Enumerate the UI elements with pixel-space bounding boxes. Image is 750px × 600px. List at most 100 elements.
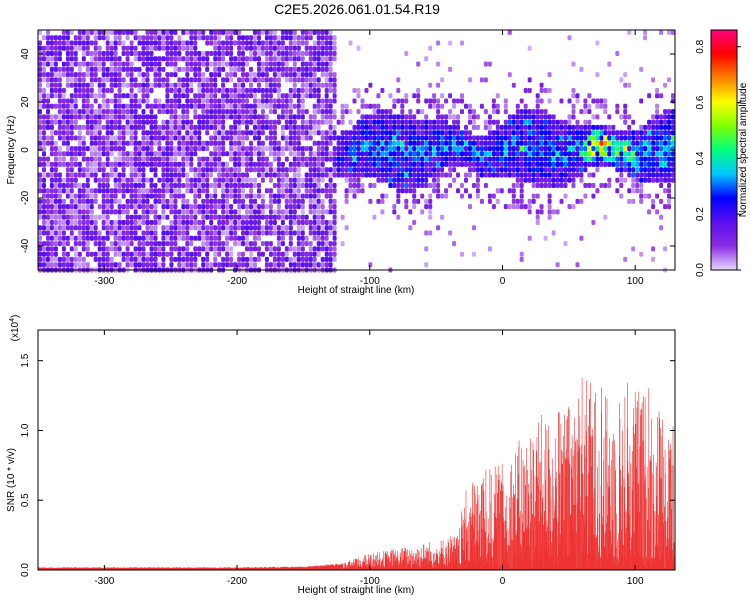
spectrogram-cell: [81, 146, 86, 152]
spectrogram-cell: [296, 146, 301, 152]
spectrogram-cell: [89, 193, 94, 199]
spectrogram-cell: [412, 172, 417, 178]
spectrogram-cell: [456, 161, 460, 167]
spectrogram-cell: [519, 135, 524, 141]
spectrogram-cell: [555, 151, 560, 157]
spectrogram-cell: [392, 183, 397, 188]
spectrogram-cell: [643, 35, 648, 41]
spectrogram-cell: [46, 93, 50, 99]
spectrogram-cell: [607, 135, 612, 141]
spectrogram-cell: [97, 114, 102, 120]
spectrogram-cell: [209, 161, 214, 167]
spectrogram-cell: [229, 130, 234, 136]
spectrogram-cell: [328, 98, 333, 104]
spectrogram-cell: [249, 82, 253, 88]
spectrogram-cell: [300, 225, 305, 231]
spectrogram-cell: [141, 146, 146, 152]
spectrogram-cell: [93, 109, 98, 115]
spectrogram-cell: [237, 77, 242, 83]
spectrogram-cell: [527, 77, 532, 83]
spectrogram-cell: [165, 188, 170, 194]
spectrogram-cell: [221, 172, 226, 178]
spectrogram-cell: [109, 51, 114, 56]
spectrogram-cell: [53, 61, 58, 67]
spectrogram-cell: [165, 135, 170, 141]
spectrogram-cell: [260, 198, 265, 204]
spectrogram-cell: [436, 225, 441, 231]
spectrogram-cell: [89, 61, 94, 67]
spectrogram-cell: [611, 135, 616, 141]
spectrogram-cell: [85, 35, 90, 41]
spectrogram-cell: [312, 214, 317, 220]
spectrogram-cell: [161, 156, 166, 162]
spectrogram-cell: [499, 172, 504, 178]
spectrogram-cell: [225, 204, 230, 210]
spectrogram-cell: [527, 161, 532, 167]
spectrogram-cell: [137, 156, 142, 162]
spectrogram-cell: [268, 130, 273, 136]
spectrogram-cell: [563, 172, 568, 178]
spectrogram-cell: [607, 61, 612, 67]
spectrogram-cell: [316, 146, 321, 152]
spectrogram-cell: [141, 93, 146, 99]
spectrogram-cell: [515, 109, 520, 115]
spectrogram-cell: [81, 209, 86, 215]
spectrogram-cell: [611, 146, 616, 152]
spectrogram-cell: [328, 29, 333, 35]
spectrogram-cell: [129, 140, 134, 146]
spectrogram-cell: [535, 109, 540, 115]
spectrogram-cell: [420, 209, 425, 215]
spectrogram-cell: [424, 124, 429, 130]
spectrogram-cell: [539, 167, 544, 173]
spectrogram-cell: [49, 66, 54, 72]
spectrogram-cell: [448, 93, 453, 99]
spectrogram-cell: [185, 241, 190, 247]
spectrogram-cell: [599, 151, 604, 157]
spectrogram-cell: [257, 251, 261, 257]
spectrogram-cell: [647, 119, 652, 125]
spectrogram-cell: [141, 114, 146, 120]
spectrogram-cell: [173, 88, 178, 93]
spectrogram-cell: [531, 177, 536, 183]
spectrogram-cell: [77, 193, 82, 199]
spectrogram-cell: [348, 109, 353, 115]
spectrogram-cell: [296, 241, 301, 247]
spectrogram-cell: [81, 45, 86, 51]
spectrogram-cell: [149, 29, 154, 35]
spectrogram-cell: [595, 124, 600, 130]
spectrogram-cell: [519, 177, 524, 183]
spectrogram-cell: [380, 140, 385, 146]
spectrogram-cell: [336, 140, 341, 146]
spectrogram-cell: [392, 114, 397, 120]
spectrogram-cell: [260, 98, 265, 104]
spectrogram-cell: [284, 56, 289, 62]
spectrogram-cell: [125, 209, 130, 215]
spectrogram-cell: [404, 204, 409, 210]
spectrogram-cell: [129, 177, 134, 183]
spectrogram-cell: [531, 146, 536, 152]
spectrogram-cell: [444, 98, 449, 104]
spectrogram-cell: [169, 235, 174, 241]
spectrogram-cell: [424, 172, 429, 178]
spectrogram-cell: [264, 66, 269, 72]
spectrogram-cell: [241, 35, 245, 41]
spectrogram-cell: [559, 177, 564, 183]
spectrogram-cell: [257, 135, 261, 141]
spectrogram-cell: [284, 98, 289, 104]
spectrogram-cell: [89, 124, 94, 130]
spectrogram-cell: [635, 156, 640, 162]
spectrogram-cell: [161, 235, 166, 241]
spectrogram-cells: [38, 29, 675, 273]
spectrogram-cell: [304, 29, 309, 35]
spectrogram-cell: [241, 114, 245, 120]
spectrogram-cell: [129, 167, 134, 173]
spectrogram-cell: [257, 256, 261, 262]
spectrogram-cell: [97, 124, 102, 130]
spectrogram-cell: [527, 156, 532, 162]
spectrogram-cell: [133, 56, 138, 62]
spectrogram-cell: [205, 161, 210, 167]
spectrogram-cell: [89, 72, 94, 78]
spectrogram-cell: [320, 241, 325, 247]
spectrogram-cell: [464, 135, 468, 141]
spectrogram-cell: [38, 124, 42, 130]
